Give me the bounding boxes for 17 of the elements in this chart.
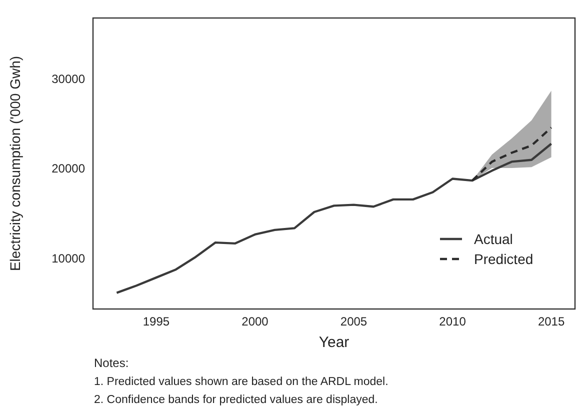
legend-label: Actual <box>474 231 513 247</box>
line-series <box>471 126 552 182</box>
text: 2. Confidence bands for predicted values are displayed. <box>94 394 378 406</box>
x-tick-label: 1995 <box>142 314 170 329</box>
line-series <box>116 142 552 294</box>
x-tick-label: 2015 <box>538 314 565 329</box>
x-tick-label: 2005 <box>340 314 368 329</box>
x-tick-label: 2010 <box>439 314 466 329</box>
legend-label: Predicted <box>474 251 534 267</box>
x-axis-title: Year <box>318 334 350 351</box>
y-tick-label: 10000 <box>52 252 86 266</box>
text: 1. Predicted values shown are based on the ARDL model. <box>94 376 388 388</box>
y-axis-title: Electricity consumption ('000 Gwh) <box>7 56 23 272</box>
x-tick-label: 2000 <box>242 314 269 329</box>
y-tick-label: 30000 <box>52 72 86 86</box>
text: Notes: <box>94 356 129 370</box>
y-tick-label: 20000 <box>52 162 86 176</box>
